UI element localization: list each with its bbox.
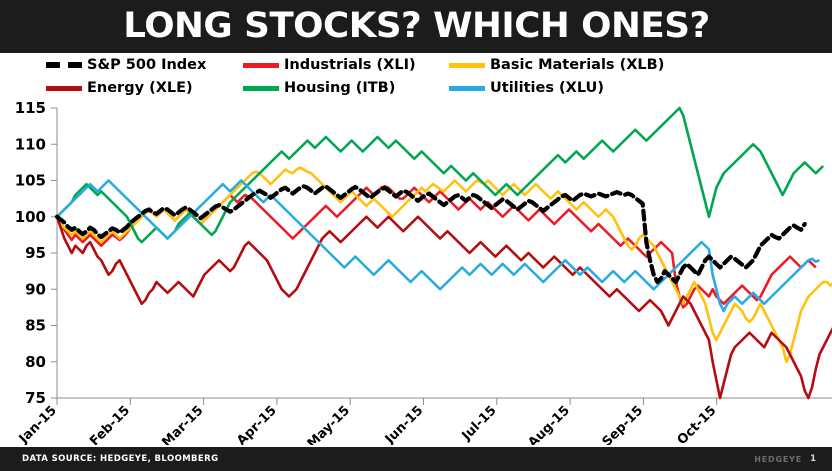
series-line-housing-itb: [56, 106, 825, 244]
legend-swatch-icon: [243, 85, 279, 91]
y-axis: 75 80 85 90 95 100 105 110 115: [15, 100, 58, 407]
x-tick-label: Jul-15: [459, 403, 500, 444]
legend-label: Energy (XLE): [87, 80, 193, 96]
series-line-basic-materials-xlb: [55, 166, 832, 364]
y-tick-label: 80: [25, 353, 46, 371]
title-bar: LONG STOCKS? WHICH ONES?: [0, 0, 832, 53]
legend-label: Housing (ITB): [284, 80, 396, 96]
series-line-utilities-xlu: [56, 179, 820, 313]
legend-swatch-icon: [449, 85, 485, 91]
legend-swatch-icon: [46, 62, 82, 69]
x-tick-label: Sep-15: [600, 403, 647, 445]
y-tick-label: 105: [15, 172, 46, 190]
x-axis: Jan-15 Feb-15 Mar-15 Apr-15 May-15 Jun-15 Jul-…: [16, 397, 832, 445]
legend-swatch-icon: [46, 85, 82, 91]
x-tick-label: Apr-15: [234, 403, 279, 445]
chart-legend: S&P 500 Index Industrials (XLI) Basic Mate…: [0, 56, 832, 102]
legend-item-3[interactable]: Energy (XLE): [46, 81, 193, 96]
legend-item-1[interactable]: Industrials (XLI): [243, 58, 416, 73]
x-tick-label: Aug-15: [525, 403, 572, 445]
y-tick-label: 95: [25, 244, 46, 262]
chart-svg: 75 80 85 90 95 100 105 110 115 Jan-15 Feb-15 Mar-1…: [15, 100, 832, 445]
series-line-energy-xle: [55, 215, 832, 400]
y-tick-label: 110: [15, 135, 46, 153]
x-tick-label: Mar-15: [159, 403, 206, 445]
page-title: LONG STOCKS? WHICH ONES?: [122, 6, 710, 46]
legend-swatch-icon: [449, 62, 485, 68]
x-tick-label: Jun-15: [382, 403, 426, 445]
x-tick-label: Jan-15: [16, 403, 60, 445]
x-tick-label: May-15: [305, 403, 353, 445]
legend-item-2[interactable]: Basic Materials (XLB): [449, 58, 664, 73]
footer-source-text: DATA SOURCE: HEDGEYE, BLOOMBERG: [22, 454, 219, 464]
y-tick-label: 100: [15, 208, 46, 226]
footer-bar: DATA SOURCE: HEDGEYE, BLOOMBERG HEDGEYE …: [0, 447, 832, 471]
y-tick-label: 90: [25, 280, 46, 298]
legend-label: Basic Materials (XLB): [490, 57, 665, 73]
series-lines: [54, 106, 832, 400]
legend-label: S&P 500 Index: [87, 57, 207, 73]
y-tick-label: 115: [15, 100, 46, 117]
legend-item-5[interactable]: Utilities (XLU): [449, 81, 604, 96]
plot-area: 75 80 85 90 95 100 105 110 115 Jan-15 Feb-15 Mar-1…: [0, 100, 832, 445]
legend-label: Industrials (XLI): [284, 57, 416, 73]
y-tick-label: 85: [25, 317, 46, 335]
y-tick-label: 75: [25, 389, 46, 407]
footer-brand-text: HEDGEYE: [754, 454, 802, 464]
legend-swatch-icon: [243, 62, 279, 68]
legend-item-4[interactable]: Housing (ITB): [243, 81, 395, 96]
x-tick-label: Feb-15: [87, 403, 133, 445]
x-tick-label: Oct-15: [675, 403, 720, 445]
legend-item-0[interactable]: S&P 500 Index: [46, 58, 206, 73]
footer-page-number: 1: [810, 454, 816, 464]
series-line-s-p-500-index: [54, 184, 807, 285]
legend-label: Utilities (XLU): [490, 80, 604, 96]
